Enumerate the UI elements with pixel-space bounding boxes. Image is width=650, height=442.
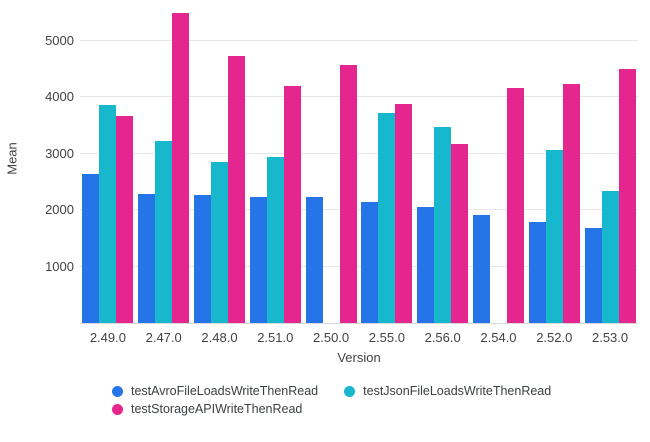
x-tick-label: 2.54.0 <box>480 330 517 345</box>
bar-testAvroFileLoadsWriteThenRead-2.50.0[interactable] <box>305 197 323 323</box>
x-tick-label: 2.51.0 <box>257 330 294 345</box>
legend: testAvroFileLoadsWriteThenRead testJsonF… <box>112 384 551 416</box>
x-tick-label: 2.47.0 <box>145 330 182 345</box>
legend-item-avro[interactable]: testAvroFileLoadsWriteThenRead <box>112 384 318 398</box>
bar-group-2.52.0 <box>526 8 582 323</box>
bar-group-2.49.0 <box>80 8 136 323</box>
plot-area <box>80 8 638 324</box>
legend-item-storage[interactable]: testStorageAPIWriteThenRead <box>112 402 302 416</box>
x-tick-label: 2.55.0 <box>368 330 405 345</box>
bar-testAvroFileLoadsWriteThenRead-2.47.0[interactable] <box>138 193 156 323</box>
bar-testAvroFileLoadsWriteThenRead-2.53.0[interactable] <box>584 227 602 323</box>
bar-testJsonFileLoadsWriteThenRead-2.51.0[interactable] <box>266 156 284 323</box>
y-axis-title: Mean <box>4 142 20 175</box>
bar-testAvroFileLoadsWriteThenRead-2.51.0[interactable] <box>249 197 267 323</box>
bar-group-2.51.0 <box>247 8 303 323</box>
bar-testJsonFileLoadsWriteThenRead-2.52.0[interactable] <box>545 150 563 323</box>
x-tick-label: 2.50.0 <box>313 330 350 345</box>
bar-testStorageAPIWriteThenRead-2.56.0[interactable] <box>451 144 469 323</box>
x-tick-label: 2.53.0 <box>591 330 629 345</box>
bar-testAvroFileLoadsWriteThenRead-2.56.0[interactable] <box>417 207 435 323</box>
legend-row-2: testStorageAPIWriteThenRead <box>112 402 551 416</box>
bar-testAvroFileLoadsWriteThenRead-2.49.0[interactable] <box>82 173 100 323</box>
bar-testAvroFileLoadsWriteThenRead-2.52.0[interactable] <box>528 222 546 323</box>
y-tick-label: 2000 <box>45 202 74 218</box>
gridline-1000 <box>80 265 638 267</box>
x-axis-title: Version <box>337 350 381 365</box>
legend-label-avro: testAvroFileLoadsWriteThenRead <box>131 384 319 398</box>
legend-label-storage: testStorageAPIWriteThenRead <box>131 402 303 416</box>
bar-testStorageAPIWriteThenRead-2.48.0[interactable] <box>227 55 245 323</box>
legend-label-json: testJsonFileLoadsWriteThenRead <box>363 384 552 398</box>
x-tick-label: 2.48.0 <box>201 330 238 345</box>
x-tick-label: 2.56.0 <box>424 330 461 345</box>
bar-testStorageAPIWriteThenRead-2.50.0[interactable] <box>339 65 357 323</box>
bar-groups <box>80 8 638 323</box>
bar-testAvroFileLoadsWriteThenRead-2.55.0[interactable] <box>361 202 379 323</box>
bar-group-2.56.0 <box>415 8 471 323</box>
bar-testStorageAPIWriteThenRead-2.53.0[interactable] <box>618 69 636 323</box>
y-tick-label: 3000 <box>45 145 74 161</box>
gridline-4000 <box>80 96 638 98</box>
bar-testJsonFileLoadsWriteThenRead-2.49.0[interactable] <box>99 105 117 323</box>
gridline-3000 <box>80 152 638 154</box>
legend-dot-cyan-icon <box>344 385 356 397</box>
bar-group-2.55.0 <box>359 8 415 323</box>
bar-testJsonFileLoadsWriteThenRead-2.48.0[interactable] <box>210 161 228 323</box>
gridline-5000 <box>80 40 638 41</box>
bar-testJsonFileLoadsWriteThenRead-2.56.0[interactable] <box>434 127 452 323</box>
bar-group-2.54.0 <box>471 8 527 323</box>
bar-testStorageAPIWriteThenRead-2.52.0[interactable] <box>562 84 580 323</box>
x-tick-label: 2.52.0 <box>536 330 573 345</box>
legend-dot-pink-icon <box>112 403 123 415</box>
gridline-2000 <box>80 209 638 211</box>
bar-testJsonFileLoadsWriteThenRead-2.47.0[interactable] <box>155 140 173 323</box>
bar-group-2.50.0 <box>303 8 359 323</box>
bar-testStorageAPIWriteThenRead-2.54.0[interactable] <box>506 88 524 323</box>
y-tick-label: 4000 <box>45 89 74 105</box>
bar-testJsonFileLoadsWriteThenRead-2.55.0[interactable] <box>378 113 396 323</box>
bar-group-2.53.0 <box>582 8 638 323</box>
bar-testJsonFileLoadsWriteThenRead-2.53.0[interactable] <box>601 191 619 323</box>
bar-testStorageAPIWriteThenRead-2.47.0[interactable] <box>172 12 190 323</box>
bar-group-2.47.0 <box>136 8 192 323</box>
y-tick-label: 5000 <box>45 32 74 48</box>
legend-dot-blue-icon <box>112 385 123 397</box>
legend-row-1: testAvroFileLoadsWriteThenRead testJsonF… <box>112 384 551 398</box>
y-axis-ticks: 1000 2000 3000 4000 5000 <box>28 8 74 323</box>
legend-item-json[interactable]: testJsonFileLoadsWriteThenRead <box>344 384 551 398</box>
bar-testStorageAPIWriteThenRead-2.49.0[interactable] <box>116 116 134 323</box>
bar-testAvroFileLoadsWriteThenRead-2.54.0[interactable] <box>472 215 490 323</box>
x-tick-label: 2.49.0 <box>89 330 126 345</box>
bar-testAvroFileLoadsWriteThenRead-2.48.0[interactable] <box>193 194 211 323</box>
bar-group-2.48.0 <box>192 8 248 323</box>
bar-testStorageAPIWriteThenRead-2.55.0[interactable] <box>395 103 413 323</box>
bar-testStorageAPIWriteThenRead-2.51.0[interactable] <box>283 85 301 323</box>
x-axis-ticks: 2.49.0 2.47.0 2.48.0 2.51.0 2.50.0 2.55.0 2.56… <box>80 330 638 345</box>
y-tick-label: 1000 <box>45 258 74 274</box>
